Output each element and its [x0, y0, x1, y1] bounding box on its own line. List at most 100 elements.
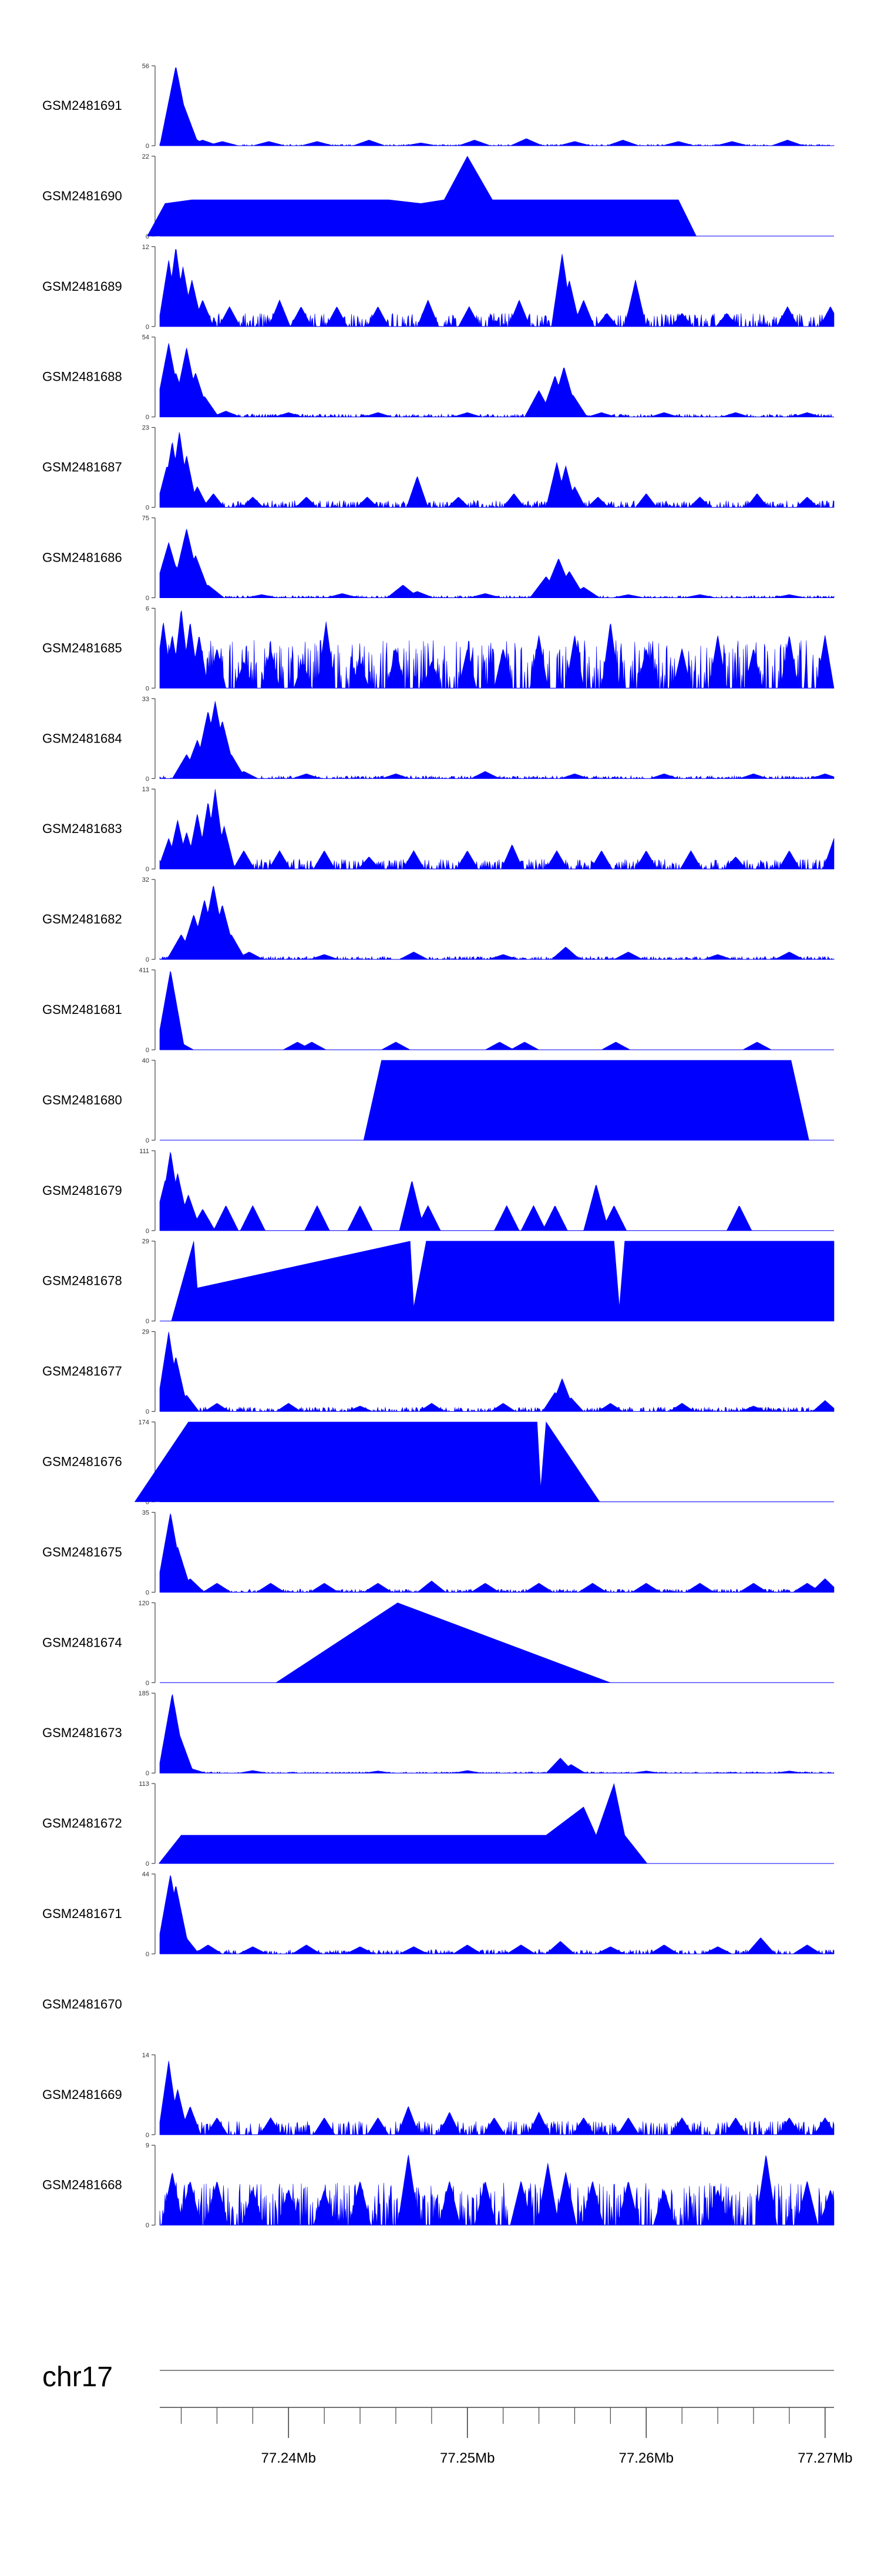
coverage-area [159, 970, 834, 1050]
track-label: GSM2481675 [42, 1544, 122, 1559]
track-label: GSM2481682 [42, 912, 122, 926]
track-label: GSM2481669 [42, 2087, 122, 2102]
track-label: GSM2481683 [42, 821, 122, 836]
track-label: GSM2481678 [42, 1274, 122, 1288]
y-max-label: 185 [139, 1690, 149, 1697]
coverage-area [159, 885, 835, 960]
y-max-label: 29 [142, 1238, 149, 1245]
coverage-area [159, 1694, 835, 1774]
y-max-label: 40 [142, 1057, 149, 1064]
tick-label: 77.26Mb [619, 2450, 674, 2466]
y-min-label: 0 [146, 956, 149, 963]
y-max-label: 23 [142, 425, 149, 432]
track-label: GSM2481676 [42, 1455, 122, 1469]
tick-label: 77.25Mb [440, 2450, 495, 2466]
track-GSM2481676: GSM2481676 174 0 [42, 1419, 834, 1506]
track-label: GSM2481686 [42, 550, 122, 565]
track-label: GSM2481685 [42, 640, 122, 655]
y-min-label: 0 [146, 143, 149, 150]
coverage-area [159, 1875, 835, 1955]
track-GSM2481673: GSM2481673 185 0 [42, 1690, 835, 1777]
y-min-label: 0 [146, 505, 149, 512]
chromosome-label: chr17 [42, 2362, 113, 2393]
track-GSM2481683: GSM2481683 13 0 [42, 786, 835, 873]
track-label: GSM2481689 [42, 279, 122, 294]
y-min-label: 0 [146, 2132, 149, 2139]
y-min-label: 0 [146, 324, 149, 331]
y-min-label: 0 [146, 1228, 149, 1235]
coverage-area [134, 1421, 600, 1502]
y-min-label: 0 [146, 1499, 149, 1506]
y-max-label: 33 [142, 696, 149, 703]
track-GSM2481675: GSM2481675 35 0 [42, 1509, 835, 1596]
track-GSM2481687: GSM2481687 23 0 [42, 425, 835, 512]
y-max-label: 12 [142, 244, 149, 251]
y-max-label: 32 [142, 876, 149, 884]
track-GSM2481686: GSM2481686 75 0 [42, 515, 835, 602]
coverage-area [159, 1151, 834, 1231]
y-max-label: 9 [146, 2142, 149, 2150]
track-label: GSM2481677 [42, 1364, 122, 1379]
track-GSM2481678: GSM2481678 29 0 [42, 1238, 835, 1325]
track-GSM2481677: GSM2481677 29 0 [42, 1329, 835, 1416]
coverage-area [158, 1782, 648, 1864]
y-max-label: 54 [142, 334, 149, 341]
track-label: GSM2481680 [42, 1093, 122, 1107]
y-min-label: 0 [146, 1680, 149, 1687]
y-min-label: 0 [146, 595, 149, 602]
track-GSM2481674: GSM2481674 120 0 [42, 1600, 834, 1687]
track-GSM2481688: GSM2481688 54 0 [42, 334, 834, 421]
coverage-area [159, 528, 835, 599]
track-label: GSM2481670 [42, 1997, 122, 2011]
track-GSM2481669: GSM2481669 14 0 [42, 2052, 835, 2139]
track-label: GSM2481681 [42, 1002, 122, 1017]
track-label: GSM2481671 [42, 1906, 122, 1921]
coverage-area [147, 156, 697, 237]
coverage-area [159, 343, 834, 418]
y-min-label: 0 [146, 233, 149, 240]
y-max-label: 35 [142, 1509, 149, 1516]
track-GSM2481671: GSM2481671 44 0 [42, 1871, 835, 1958]
y-max-label: 411 [139, 967, 149, 974]
track-GSM2481689: GSM2481689 12 0 [42, 244, 835, 331]
track-label: GSM2481687 [42, 460, 122, 475]
coverage-area [159, 610, 835, 689]
genome-axis: chr17 77.24Mb 77.25Mb 77.26Mb 77.27Mb [42, 2362, 852, 2466]
track-label: GSM2481688 [42, 370, 122, 384]
track-GSM2481684: GSM2481684 33 0 [42, 696, 835, 782]
track-label: GSM2481691 [42, 98, 122, 113]
track-label: GSM2481668 [42, 2178, 122, 2192]
y-min-label: 0 [146, 414, 149, 421]
coverage-area [159, 67, 835, 146]
tick-label: 77.27Mb [798, 2450, 852, 2466]
y-max-label: 29 [142, 1329, 149, 1336]
y-max-label: 111 [139, 1148, 149, 1155]
track-label: GSM2481684 [42, 731, 122, 745]
coverage-area [159, 1332, 835, 1412]
y-min-label: 0 [146, 685, 149, 692]
y-min-label: 0 [146, 1860, 149, 1868]
track-label: GSM2481674 [42, 1635, 122, 1650]
coverage-area [363, 1060, 809, 1141]
track-label: GSM2481679 [42, 1183, 122, 1198]
track-GSM2481690: GSM2481690 22 0 [42, 153, 834, 240]
y-max-label: 13 [142, 786, 149, 793]
y-max-label: 120 [139, 1600, 149, 1607]
y-max-label: 56 [142, 63, 149, 70]
y-max-label: 44 [142, 1871, 149, 1878]
coverage-area [159, 1513, 835, 1593]
track-GSM2481685: GSM2481685 6 0 [42, 605, 835, 692]
coverage-area [275, 1602, 611, 1683]
y-max-label: 14 [142, 2052, 149, 2059]
track-GSM2481670: GSM2481670 [42, 1997, 122, 2011]
track-GSM2481679: GSM2481679 111 0 [42, 1148, 834, 1235]
track-GSM2481668: GSM2481668 9 0 [42, 2142, 835, 2229]
track-GSM2481681: GSM2481681 411 0 [42, 967, 834, 1054]
y-min-label: 0 [146, 1137, 149, 1144]
y-min-label: 0 [146, 866, 149, 873]
track-GSM2481682: GSM2481682 32 0 [42, 876, 835, 963]
track-label: GSM2481672 [42, 1816, 122, 1831]
y-min-label: 0 [146, 1318, 149, 1325]
y-min-label: 0 [146, 1047, 149, 1054]
